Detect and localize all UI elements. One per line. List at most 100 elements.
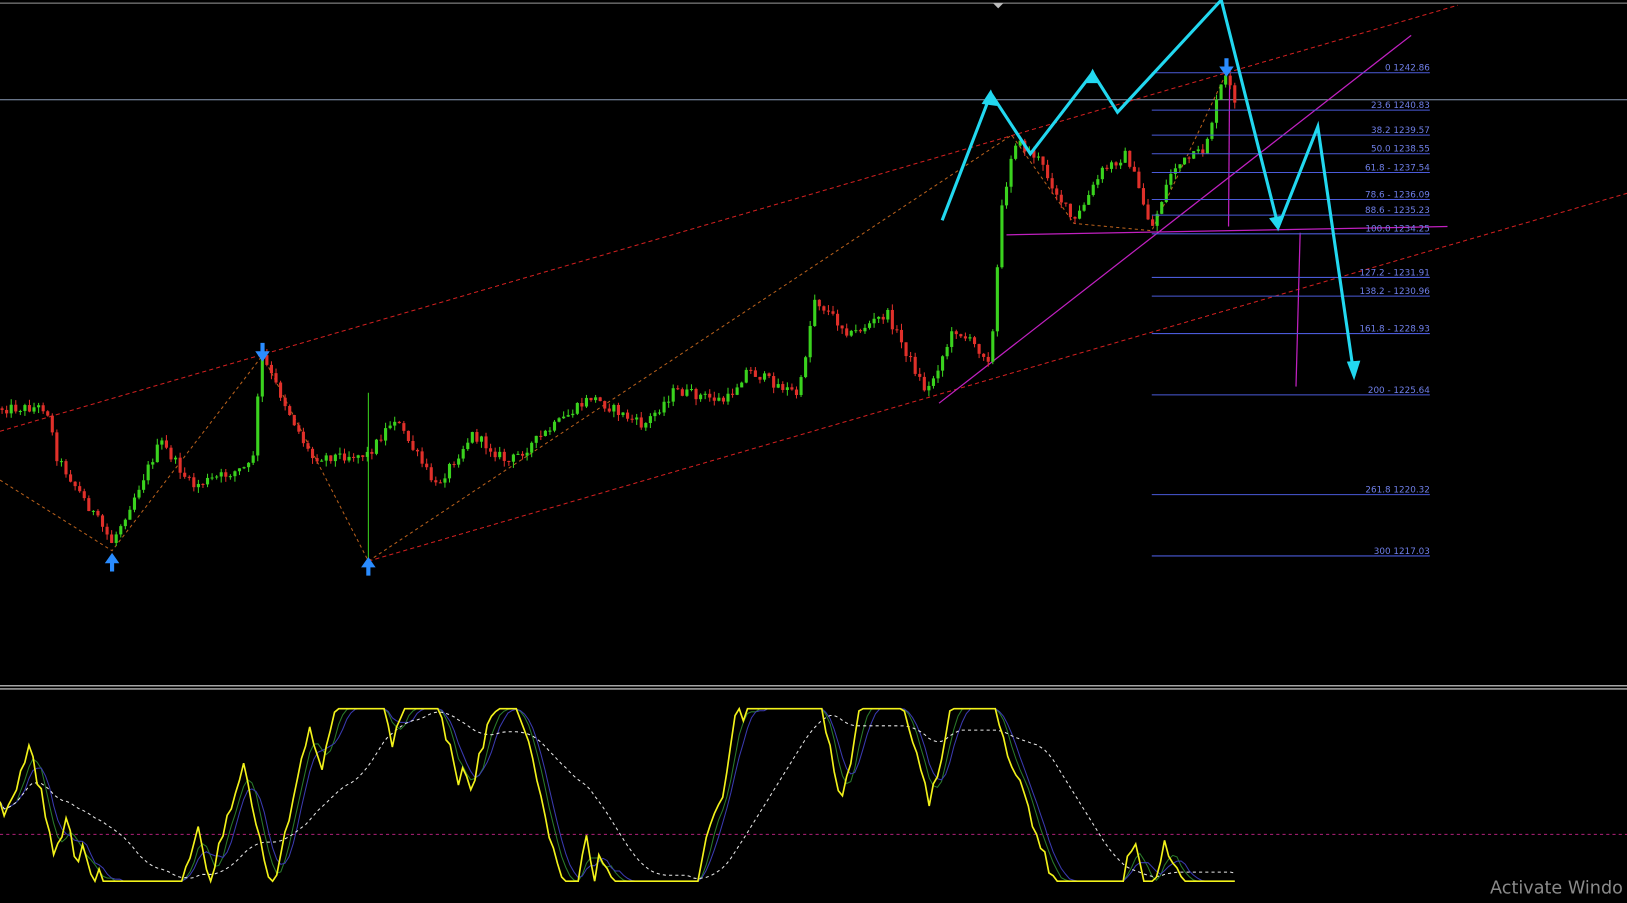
candle-body (370, 451, 374, 454)
candle-body (14, 404, 18, 412)
fib-label: 127.2 - 1231.91 (1359, 268, 1429, 278)
candle-body (292, 414, 296, 426)
candle-body (397, 421, 401, 424)
candle-body (511, 454, 515, 462)
candle-body (498, 451, 502, 458)
candle-body (886, 309, 890, 320)
candle-body (78, 486, 82, 492)
candle-body (443, 478, 447, 483)
candle-body (699, 394, 703, 400)
candle-body (1109, 162, 1114, 169)
candle-body (320, 460, 324, 462)
candle-body (1096, 179, 1100, 185)
candle-body (415, 449, 420, 452)
candle-body (1046, 164, 1050, 179)
candle-body (333, 454, 337, 462)
candle-body (941, 356, 945, 371)
candle-body (411, 440, 415, 450)
arrowhead (1346, 360, 1361, 381)
candle-body (543, 430, 547, 436)
candle-body (151, 462, 155, 465)
signal-arrows (104, 58, 1234, 576)
candle-body (183, 472, 187, 477)
candle-body (507, 460, 511, 462)
candle-body (142, 480, 146, 490)
candle-body (438, 482, 442, 484)
fib-label: 50.0 1238.55 (1371, 145, 1430, 155)
candle-body (475, 432, 479, 442)
candle-body (703, 393, 707, 395)
main-line (0, 706, 1235, 884)
candle-body (1050, 178, 1054, 189)
candle-body (228, 476, 232, 478)
candle-body (552, 421, 557, 431)
candle-body (817, 299, 821, 307)
candle-body (96, 510, 100, 516)
candle-body (447, 463, 452, 479)
candle-body (968, 337, 972, 339)
oscillator (0, 706, 1235, 884)
candle-body (1082, 204, 1086, 211)
up-arrow (361, 556, 376, 576)
candle-body (201, 483, 205, 486)
candle-body (808, 325, 812, 358)
candle-body (1224, 75, 1228, 85)
candle-body (146, 464, 150, 481)
candle-body (1000, 205, 1004, 268)
candle-body (178, 457, 182, 473)
average-line (0, 711, 1235, 880)
candle-body (813, 299, 817, 326)
candle-body (616, 404, 620, 416)
candle-body (306, 443, 310, 449)
fib-label: 61.8 - 1237.54 (1365, 163, 1430, 173)
candle-body (845, 328, 849, 336)
candle-body (297, 425, 301, 432)
candle-body (274, 373, 278, 383)
candle-body (466, 442, 470, 450)
candle-body (895, 329, 899, 331)
candle-body (393, 421, 397, 426)
candle-body (73, 481, 77, 487)
candle-body (361, 455, 365, 457)
fib-label: 300 1217.03 (1374, 547, 1430, 557)
candle-body (18, 410, 22, 413)
candle-body (169, 447, 173, 460)
candle-body (1041, 156, 1045, 165)
candle-body (612, 404, 616, 412)
candle-body (1178, 164, 1182, 169)
candle-body (356, 455, 360, 458)
candle-body (187, 476, 191, 478)
candle-body (867, 323, 872, 328)
candle-body (279, 382, 283, 398)
fib-label: 78.6 - 1236.09 (1365, 190, 1430, 200)
candle-body (119, 526, 123, 535)
candle-body (69, 474, 73, 482)
candle-body (758, 376, 762, 380)
candle-body (712, 397, 716, 401)
fib-label: 0 1242.86 (1385, 64, 1430, 74)
candle-body (1077, 210, 1082, 219)
candle-body (205, 477, 210, 485)
candle-body (310, 448, 315, 459)
candle-body (479, 436, 484, 442)
candle-body (1205, 138, 1209, 154)
candle-body (50, 415, 54, 433)
candle-body (991, 331, 995, 362)
candle-body (41, 405, 45, 412)
candle-body (32, 407, 36, 412)
candles (0, 70, 1237, 562)
candle-body (534, 435, 538, 443)
candle-body (972, 337, 977, 345)
arrowhead (1085, 68, 1100, 84)
candle-body (735, 387, 739, 395)
fib-label: 161.8 - 1228.93 (1359, 324, 1429, 334)
candle-body (1228, 75, 1232, 86)
candle-body (667, 401, 671, 403)
candle-body (329, 455, 333, 462)
candle-body (872, 318, 876, 324)
candle-body (461, 449, 465, 459)
candle-body (584, 397, 589, 407)
candle-body (804, 357, 808, 378)
